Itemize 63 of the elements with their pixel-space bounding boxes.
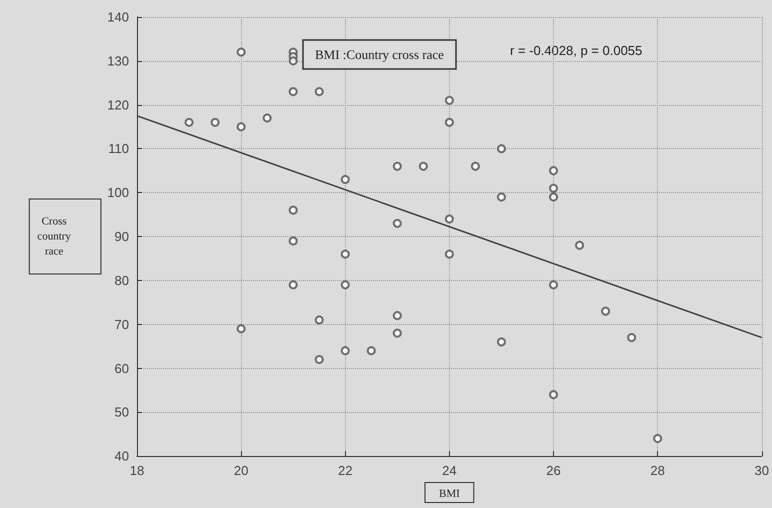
point: [444, 214, 454, 224]
point: [288, 87, 298, 96]
y-tick-label: 80: [114, 272, 129, 288]
point: [184, 118, 194, 127]
point: [470, 162, 480, 171]
point: [340, 280, 350, 290]
x-tick-label: 30: [754, 463, 770, 478]
y-tick-label: 130: [107, 53, 129, 68]
point: [288, 280, 298, 290]
point: [288, 206, 298, 215]
point: [627, 333, 636, 342]
point: [288, 236, 298, 246]
annotation: r = -0.4028, p = 0.0055: [510, 43, 642, 58]
y-tick-label: 70: [114, 316, 129, 332]
point: [496, 337, 506, 346]
point: [444, 118, 454, 127]
point: [236, 48, 246, 57]
y-tick-label: 120: [107, 97, 129, 112]
x-tick-label: 28: [650, 463, 665, 478]
point: [314, 355, 324, 364]
point: [314, 315, 324, 324]
point: [549, 192, 558, 202]
point: [549, 166, 558, 176]
x-tick-label: 24: [442, 463, 457, 478]
y-tick-label: 100: [107, 185, 129, 200]
point: [392, 218, 402, 228]
point: [236, 122, 246, 132]
x-tick-label: 20: [234, 463, 248, 478]
y-tick-label: 140: [107, 10, 129, 24]
point: [392, 311, 402, 320]
x-axis-title: BMI: [438, 488, 460, 500]
x-tick-label: 26: [546, 463, 561, 478]
y-axis-title: Cross country race: [37, 216, 72, 258]
point: [236, 324, 246, 334]
point: [418, 162, 428, 171]
y-tick-label: 90: [114, 229, 129, 244]
y-tick-label: 50: [114, 404, 129, 420]
point: [549, 390, 558, 400]
y-tick-label: 110: [108, 141, 129, 156]
point: [549, 184, 558, 193]
point: [340, 250, 350, 259]
x-tick-label: 18: [130, 463, 144, 478]
point: [210, 118, 220, 127]
point: [392, 162, 402, 171]
point: [575, 240, 584, 250]
point: [601, 306, 610, 316]
y-tick-label: 60: [114, 360, 129, 376]
text: BMI :Country cross race: [315, 47, 444, 62]
point: [444, 250, 454, 259]
point: [262, 113, 272, 122]
point: [653, 434, 662, 444]
point: [496, 144, 506, 154]
point: [340, 174, 350, 184]
point: [288, 56, 298, 66]
point: [392, 328, 402, 338]
point: [314, 87, 324, 96]
y-tick-label: 40: [114, 448, 129, 464]
x-tick-label: 22: [338, 463, 352, 478]
point: [340, 346, 350, 356]
point: [496, 192, 506, 202]
point: [444, 96, 454, 105]
point: [549, 280, 558, 290]
point: [366, 346, 376, 356]
